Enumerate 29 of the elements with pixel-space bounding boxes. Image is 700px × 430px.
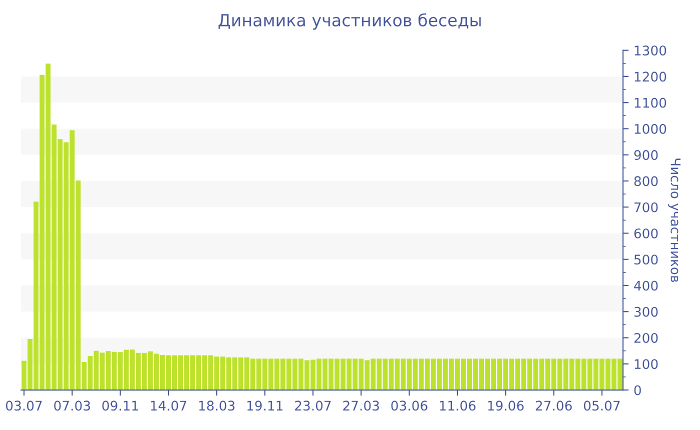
- chart-title: Динамика участников беседы: [218, 13, 481, 30]
- x-tick-label: 07.03: [54, 400, 90, 411]
- y-tick-label: 400: [634, 280, 658, 291]
- x-tick-label: 27.03: [343, 400, 379, 411]
- x-tick-label: 14.07: [151, 400, 186, 411]
- x-tick-label: 23.07: [295, 400, 331, 411]
- x-tick-label: 05.07: [584, 400, 620, 411]
- y-tick-label: 600: [634, 228, 658, 238]
- x-tick-label: 27.06: [536, 400, 572, 411]
- x-tick-label: 03.06: [391, 400, 428, 411]
- y-axis-title: Число участников: [668, 158, 680, 282]
- x-tick-label: 09.11: [102, 400, 138, 411]
- x-tick-label: 19.11: [247, 400, 282, 411]
- x-tick-label: 18.03: [199, 400, 234, 411]
- y-tick-label: 1200: [634, 72, 666, 82]
- y-tick-label: 300: [634, 306, 658, 317]
- y-tick-label: 0: [634, 385, 641, 396]
- y-tick-label: 200: [634, 332, 658, 343]
- y-tick-label: 700: [634, 202, 658, 212]
- y-tick-label: 800: [634, 176, 658, 186]
- y-tick-label: 500: [634, 254, 658, 265]
- y-tick-label: 900: [634, 150, 658, 160]
- x-tick-label: 11.06: [440, 400, 476, 411]
- y-tick-label: 1300: [634, 46, 666, 56]
- y-tick-label: 100: [634, 359, 658, 370]
- y-tick-label: 1100: [634, 98, 666, 108]
- y-tick-label: 1000: [634, 124, 666, 134]
- x-tick-label: 03.07: [6, 400, 42, 411]
- x-tick-label: 19.06: [488, 400, 524, 411]
